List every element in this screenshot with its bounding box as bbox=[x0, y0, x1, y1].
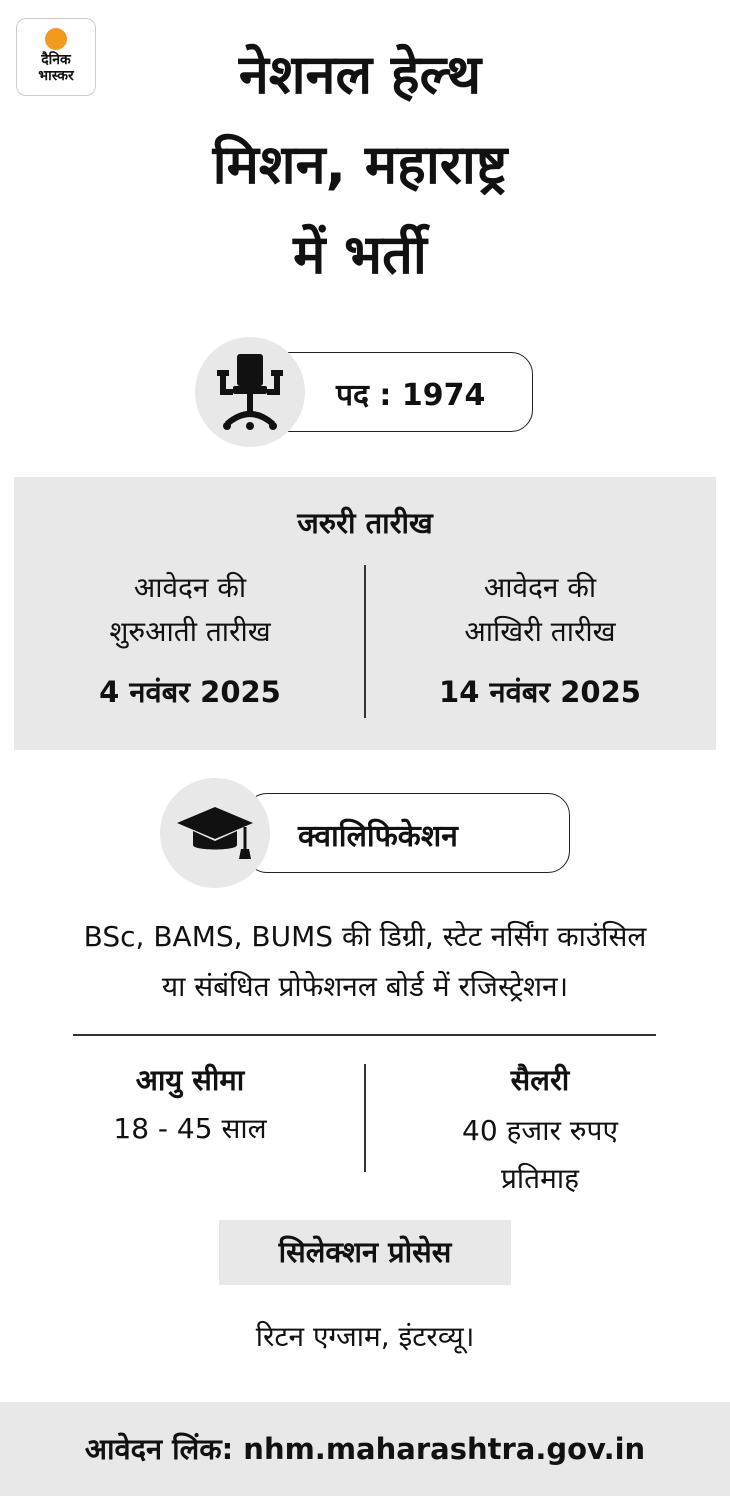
salary-value-2: प्रतिमाह bbox=[500, 1162, 579, 1195]
dainik-bhaskar-logo: दैनिक भास्कर bbox=[16, 18, 96, 96]
qualification-heading: क्वालिफिकेशन bbox=[298, 819, 458, 854]
age-salary-divider bbox=[364, 1064, 366, 1172]
selection-process-heading: सिलेक्शन प्रोसेस bbox=[219, 1220, 511, 1285]
title-line-1: नेशनल हेल्थ bbox=[238, 43, 482, 106]
end-date-value: 14 नवंबर 2025 bbox=[439, 675, 641, 709]
end-date-label-2: आखिरी तारीख bbox=[464, 615, 616, 648]
age-heading: आयु सीमा bbox=[135, 1063, 245, 1097]
graduation-cap-icon bbox=[160, 778, 270, 888]
logo-line-2: भास्कर bbox=[38, 68, 74, 84]
age-limit-column: आयु सीमा 18 - 45 साल bbox=[40, 1060, 340, 1151]
qualification-line-2: या संबंधित प्रोफेशनल बोर्ड में रजिस्ट्रे… bbox=[161, 970, 569, 1003]
start-date-column: आवेदन की शुरुआती तारीख 4 नवंबर 2025 bbox=[40, 566, 340, 711]
start-date-label-2: शुरुआती तारीख bbox=[109, 615, 271, 648]
dates-divider bbox=[364, 565, 366, 718]
qualification-text: BSc, BAMS, BUMS की डिग्री, स्टेट नर्सिंग… bbox=[0, 912, 730, 1012]
age-value: 18 - 45 साल bbox=[113, 1112, 267, 1145]
end-date-label-1: आवेदन की bbox=[483, 571, 597, 604]
section-divider bbox=[73, 1034, 656, 1036]
office-chair-icon bbox=[195, 337, 305, 447]
end-date-column: आवेदन की आखिरी तारीख 14 नवंबर 2025 bbox=[390, 566, 690, 711]
salary-value-1: 40 हजार रुपए bbox=[462, 1114, 618, 1147]
application-link: आवेदन लिंक: nhm.maharashtra.gov.in bbox=[0, 1402, 730, 1496]
salary-column: सैलरी 40 हजार रुपए प्रतिमाह bbox=[390, 1060, 690, 1203]
start-date-value: 4 नवंबर 2025 bbox=[99, 675, 281, 709]
title-line-2: मिशन, महाराष्ट्र bbox=[212, 133, 508, 196]
qualification-line-1: BSc, BAMS, BUMS की डिग्री, स्टेट नर्सिंग… bbox=[83, 920, 647, 953]
page-title: नेशनल हेल्थ मिशन, महाराष्ट्र में भर्ती bbox=[80, 30, 640, 300]
dates-heading: जरुरी तारीख bbox=[297, 506, 433, 540]
posts-count: पद : 1974 bbox=[336, 378, 486, 413]
salary-heading: सैलरी bbox=[510, 1063, 570, 1097]
start-date-label-1: आवेदन की bbox=[133, 571, 247, 604]
logo-line-1: दैनिक bbox=[41, 52, 71, 68]
sun-dot-icon bbox=[45, 28, 67, 50]
qualification-pill: क्वालिफिकेशन bbox=[245, 793, 570, 873]
title-line-3: में भर्ती bbox=[293, 223, 427, 286]
selection-process-text: रिटन एग्जाम, इंटरव्यू। bbox=[255, 1320, 475, 1353]
